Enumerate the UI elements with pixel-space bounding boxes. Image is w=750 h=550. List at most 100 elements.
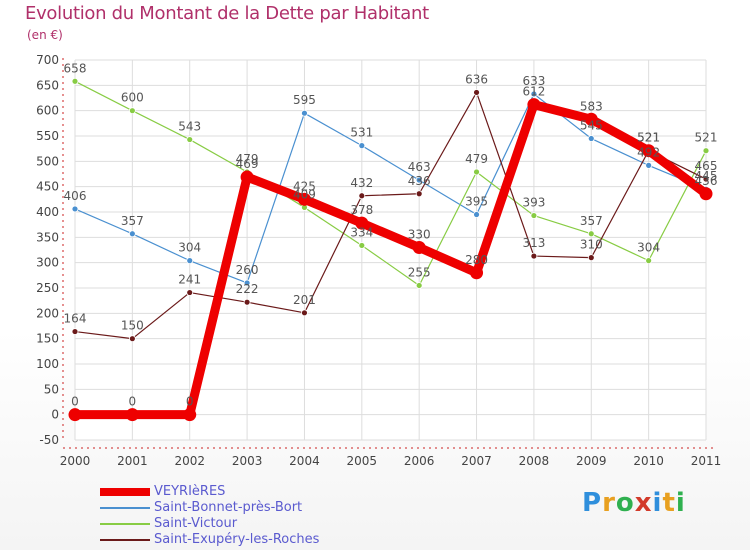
- y-tick-label: 500: [36, 154, 59, 168]
- y-tick-label: 300: [36, 256, 59, 270]
- data-point: [71, 205, 79, 213]
- data-label: 310: [580, 238, 603, 252]
- data-point: [358, 192, 366, 200]
- data-label: 583: [580, 99, 603, 113]
- series-line: [74, 80, 707, 287]
- data-point: [530, 90, 538, 98]
- x-tick-label: 2005: [347, 454, 378, 468]
- data-point: [183, 408, 197, 422]
- data-point: [415, 190, 423, 198]
- data-point: [645, 161, 653, 169]
- x-tick-label: 2009: [576, 454, 607, 468]
- data-label: 543: [178, 120, 201, 134]
- data-label: 150: [121, 319, 144, 333]
- data-point: [527, 98, 541, 112]
- data-label: 658: [64, 61, 87, 75]
- y-tick-label: 700: [36, 53, 59, 67]
- brand-letter: x: [634, 488, 653, 518]
- data-label: 330: [408, 227, 431, 241]
- data-label: 260: [236, 263, 259, 277]
- data-point: [243, 298, 251, 306]
- data-label: 304: [637, 241, 660, 255]
- y-tick-label: 100: [36, 357, 59, 371]
- data-point: [128, 335, 136, 343]
- data-label: 357: [580, 214, 603, 228]
- data-point: [702, 175, 710, 183]
- legend-label-saint-bonnet: Saint-Bonnet-près-Bort: [154, 500, 303, 515]
- data-label: 633: [522, 74, 545, 88]
- data-point: [186, 289, 194, 296]
- x-tick-label: 2000: [60, 454, 91, 468]
- data-label: 479: [465, 152, 488, 166]
- y-tick-label: 250: [36, 281, 59, 295]
- data-point: [587, 254, 595, 262]
- data-point: [642, 144, 656, 158]
- data-point: [530, 212, 538, 219]
- data-point: [355, 216, 369, 230]
- legend-label-saint-victour: Saint-Victour: [154, 516, 238, 531]
- x-tick-label: 2008: [519, 454, 550, 468]
- data-label: 241: [178, 273, 201, 287]
- data-point: [71, 77, 79, 85]
- y-tick-label: 50: [44, 382, 59, 396]
- data-point: [243, 279, 251, 287]
- data-point: [470, 266, 484, 280]
- brand-letter: t: [662, 488, 676, 518]
- y-tick-label: 650: [36, 78, 59, 92]
- data-label: 0: [71, 395, 79, 409]
- data-label: 304: [178, 241, 201, 255]
- series-line: [70, 100, 711, 420]
- data-label: 432: [350, 176, 373, 190]
- y-tick-label: 550: [36, 129, 59, 143]
- data-label: 280: [465, 253, 488, 267]
- brand-letter: o: [615, 488, 635, 518]
- brand-letter: i: [652, 488, 663, 518]
- data-point: [473, 168, 480, 176]
- data-point: [71, 328, 79, 335]
- data-point: [530, 252, 538, 260]
- data-label: 164: [64, 312, 87, 326]
- data-point: [415, 282, 423, 289]
- data-label: 600: [121, 91, 144, 105]
- data-label: 521: [637, 131, 660, 145]
- data-label: 406: [64, 189, 87, 203]
- y-tick-label: 400: [36, 205, 59, 219]
- legend-label-veyrieres: VEYRIèRES: [154, 484, 226, 499]
- y-tick-label: 450: [36, 180, 59, 194]
- legend-swatch-saint-bonnet: [100, 507, 150, 509]
- data-label: 201: [293, 293, 316, 307]
- data-label: 0: [129, 395, 137, 409]
- series-line: [74, 91, 707, 340]
- data-point: [297, 192, 311, 206]
- data-point: [186, 136, 194, 143]
- x-tick-label: 2006: [404, 454, 435, 468]
- brand-logo: Proxiti: [582, 488, 686, 518]
- y-tick-label: -50: [39, 433, 59, 447]
- chart-subtitle: (en €): [27, 28, 63, 42]
- data-label: 357: [121, 214, 144, 228]
- y-tick-label: 150: [36, 332, 59, 346]
- data-point: [358, 242, 366, 249]
- data-point: [584, 112, 598, 126]
- x-tick-label: 2002: [174, 454, 205, 468]
- data-label: 463: [408, 160, 431, 174]
- data-label: 531: [350, 126, 373, 140]
- data-label: 409: [293, 187, 316, 201]
- y-tick-label: 0: [51, 408, 59, 422]
- data-point: [415, 176, 423, 184]
- data-label: 612: [522, 85, 545, 99]
- data-label: 521: [695, 131, 718, 145]
- data-label: 469: [236, 157, 259, 171]
- x-tick-label: 2010: [633, 454, 664, 468]
- data-label: 445: [695, 169, 718, 183]
- data-point: [68, 408, 82, 422]
- y-tick-label: 600: [36, 104, 59, 118]
- legend-swatch-saint-exupery: [100, 539, 150, 541]
- legend-label-saint-exupery: Saint-Exupéry-les-Roches: [154, 532, 320, 547]
- legend-swatch-saint-victour: [100, 523, 150, 525]
- data-label: 0: [186, 395, 194, 409]
- data-label: 465: [695, 159, 718, 173]
- data-label: 313: [522, 236, 545, 250]
- data-label: 378: [350, 203, 373, 217]
